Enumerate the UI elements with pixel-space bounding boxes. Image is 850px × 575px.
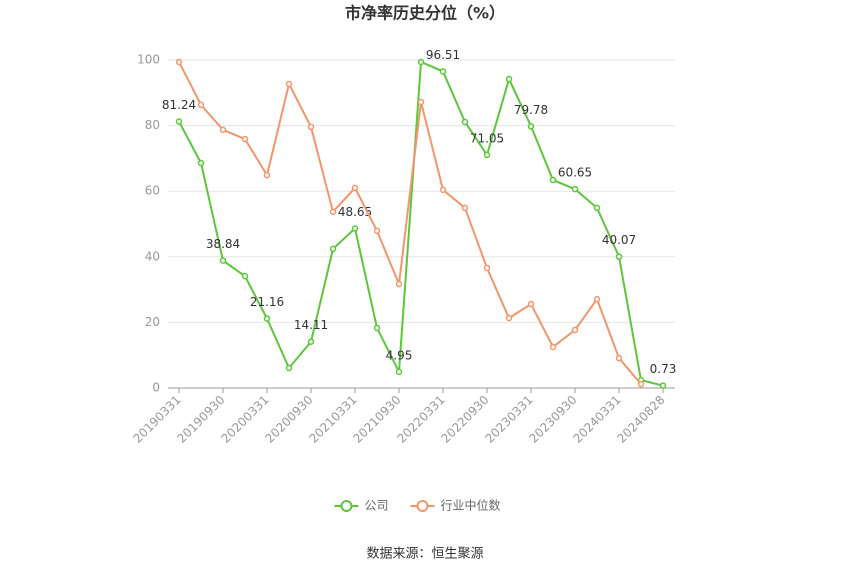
point <box>351 225 359 232</box>
legend-item: 行业中位数 <box>410 498 501 513</box>
chart-title: 市净率历史分位（%） <box>345 4 505 23</box>
value-label: 0.73 <box>650 362 677 376</box>
point <box>197 159 205 167</box>
point <box>549 343 557 351</box>
point <box>373 227 381 235</box>
point <box>307 123 315 131</box>
legend-label: 公司 <box>365 499 389 513</box>
point <box>395 280 403 288</box>
point <box>593 295 601 303</box>
y-tick-label: 40 <box>145 249 160 263</box>
point <box>461 204 469 212</box>
y-tick-label: 20 <box>145 315 160 329</box>
legend-marker <box>340 500 353 512</box>
point <box>615 253 623 260</box>
point <box>373 324 381 332</box>
point <box>659 382 667 389</box>
point <box>219 126 227 134</box>
point <box>527 123 535 130</box>
y-tick-label: 100 <box>137 53 160 67</box>
point <box>197 101 205 109</box>
point <box>175 118 183 125</box>
point <box>329 208 337 216</box>
y-tick-label: 0 <box>152 381 160 395</box>
value-label: 48.65 <box>338 205 372 219</box>
point <box>637 380 645 388</box>
point <box>549 176 557 184</box>
legend-item: 公司 <box>334 499 389 513</box>
value-label: 21.16 <box>250 295 284 309</box>
point <box>329 245 337 253</box>
value-label: 60.65 <box>558 166 592 180</box>
y-tick-label: 60 <box>145 184 160 198</box>
point <box>527 300 535 308</box>
value-label: 81.24 <box>162 98 196 112</box>
point <box>285 80 293 88</box>
legend-label: 行业中位数 <box>441 498 501 513</box>
point <box>483 151 491 159</box>
y-tick-label: 80 <box>145 118 160 132</box>
point <box>461 118 469 126</box>
series-line <box>178 61 642 385</box>
point <box>241 272 249 280</box>
source-note: 数据来源：恒生聚源 <box>366 547 483 562</box>
point <box>351 184 359 192</box>
point <box>175 58 183 66</box>
point <box>307 338 315 345</box>
point <box>505 75 513 83</box>
point <box>571 326 579 334</box>
point <box>417 98 425 106</box>
value-label: 79.78 <box>514 103 548 117</box>
point <box>241 135 249 143</box>
x-tick-label: 20240828 <box>615 393 668 446</box>
point <box>263 315 271 322</box>
point <box>439 68 447 75</box>
value-label: 14.11 <box>294 318 328 332</box>
point <box>263 171 271 179</box>
point <box>417 58 425 66</box>
point <box>285 364 293 372</box>
point <box>593 204 601 212</box>
point <box>615 354 623 362</box>
legend-marker <box>416 500 429 512</box>
series-line <box>178 60 664 387</box>
value-label: 71.05 <box>470 131 504 145</box>
point <box>505 314 513 322</box>
point <box>219 257 227 264</box>
value-label: 38.84 <box>206 237 240 251</box>
value-label: 96.51 <box>426 48 460 62</box>
point <box>571 185 579 193</box>
point <box>395 368 403 376</box>
value-label: 4.95 <box>386 348 413 362</box>
point <box>483 264 491 272</box>
point <box>439 186 447 194</box>
value-label: 40.07 <box>602 233 636 247</box>
